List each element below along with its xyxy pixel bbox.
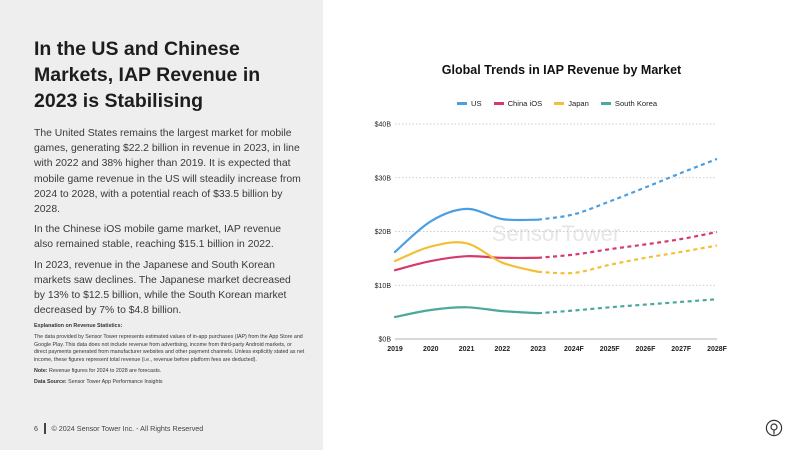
legend-item-korea: South Korea: [600, 99, 658, 108]
series-line-actual-0: [393, 207, 540, 253]
series-line-forecast-2: [538, 244, 718, 275]
copyright: © 2024 Sensor Tower Inc. - All Rights Re…: [51, 424, 204, 433]
legend-swatch-us: [457, 102, 467, 105]
legend-swatch-japan: [554, 102, 565, 105]
x-tick-label: 2028F: [707, 346, 728, 353]
text-panel: In the US and Chinese Markets, IAP Reven…: [0, 0, 323, 450]
x-tick-label: 2021: [459, 346, 475, 353]
y-tick-label: $10B: [375, 283, 392, 290]
explanation-heading: Explanation on Revenue Statistics:: [34, 323, 123, 329]
legend-label-japan: Japan: [568, 99, 589, 108]
paragraph-us: The United States remains the largest ma…: [34, 128, 301, 216]
y-tick-label: $40B: [375, 122, 392, 129]
footer: 6 © 2024 Sensor Tower Inc. - All Rights …: [34, 423, 203, 434]
y-tick-label: $30B: [375, 175, 392, 182]
footer-divider: [44, 423, 46, 434]
explanation-text: The data provided by Sensor Tower repres…: [34, 334, 305, 363]
notes: Explanation on Revenue Statistics: The d…: [34, 323, 306, 391]
series-line-forecast-3: [538, 298, 718, 315]
page-number: 6: [34, 424, 38, 433]
legend-label-korea: South Korea: [614, 99, 658, 108]
x-tick-label: 2026F: [636, 346, 657, 353]
sensor-tower-logo-icon: [765, 419, 783, 437]
x-tick-label: 2023: [530, 346, 546, 353]
legend-item-japan: Japan: [554, 99, 589, 108]
series-line-actual-3: [393, 306, 540, 319]
series-line-actual-2: [393, 241, 540, 273]
x-tick-label: 2019: [387, 346, 403, 353]
y-tick-label: $0B: [379, 337, 392, 344]
legend-label-china: China iOS: [507, 99, 543, 108]
body-text: The United States remains the largest ma…: [34, 126, 302, 323]
legend-swatch-china: [493, 102, 504, 105]
x-tick-label: 2025F: [600, 346, 621, 353]
watermark: SensorTower: [492, 221, 620, 246]
chart-legend: US China iOS Japan South Korea: [457, 99, 657, 108]
x-tick-label: 2024F: [564, 346, 585, 353]
series-line-actual-1: [393, 255, 540, 272]
note-label: Note:: [34, 368, 48, 375]
source-text: Sensor Tower App Performance Insights: [66, 379, 163, 386]
chart-title: Global Trends in IAP Revenue by Market: [441, 63, 682, 77]
series-line-forecast-0: [537, 157, 718, 221]
x-tick-label: 2027F: [671, 346, 692, 353]
series-line-forecast-1: [538, 230, 718, 259]
paragraph-china: In the Chinese iOS mobile game market, I…: [34, 224, 282, 251]
paragraph-japan-korea: In 2023, revenue in the Japanese and Sou…: [34, 259, 291, 317]
note-text: Revenue figures for 2024 to 2028 are for…: [47, 368, 162, 375]
legend-label-us: US: [471, 99, 482, 108]
page-title: In the US and Chinese Markets, IAP Reven…: [34, 38, 261, 112]
x-tick-label: 2022: [495, 346, 511, 353]
x-tick-label: 2020: [423, 346, 439, 353]
y-tick-label: $20B: [375, 229, 392, 236]
legend-item-us: US: [457, 99, 482, 108]
chart-panel: Global Trends in IAP Revenue by Market U…: [323, 0, 800, 450]
source-label: Data Source:: [34, 379, 67, 386]
legend-swatch-korea: [600, 102, 611, 105]
legend-item-china: China iOS: [493, 99, 543, 108]
